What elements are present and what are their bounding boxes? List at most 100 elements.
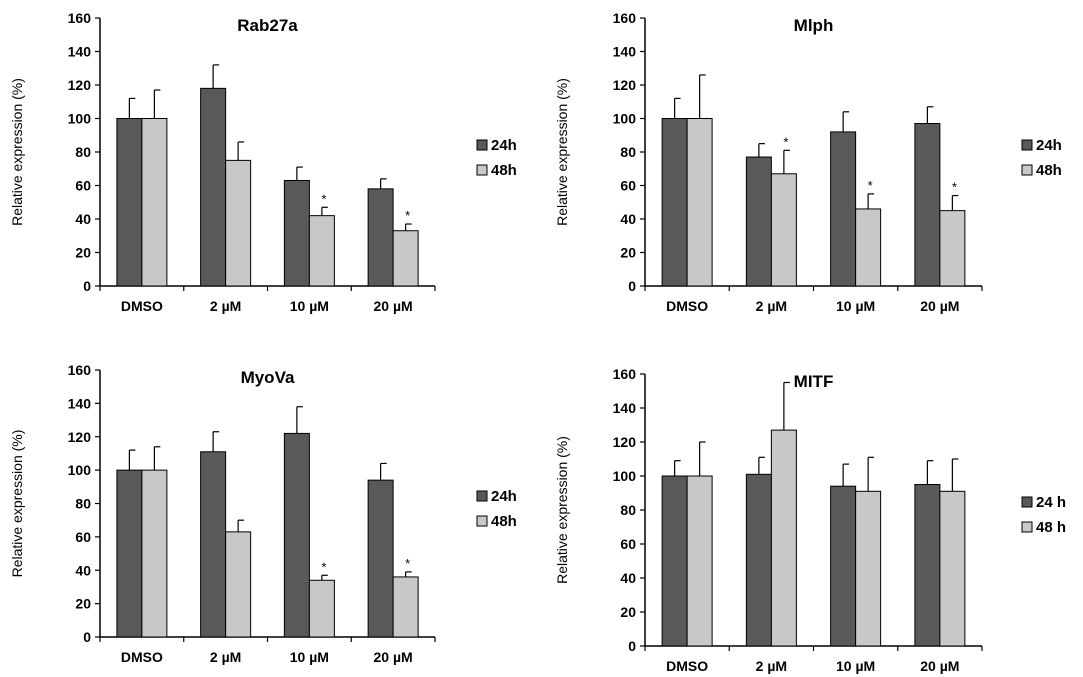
bar-series1 xyxy=(200,451,227,638)
bar-series1 xyxy=(200,87,227,287)
legend-label: 24h xyxy=(491,488,517,505)
y-tick-label: 160 xyxy=(68,362,92,378)
x-category-label: 2 µM xyxy=(756,298,787,314)
bar-series1 xyxy=(661,475,688,647)
x-category-label: 2 µM xyxy=(756,658,787,674)
y-axis-label: Relative expression (%) xyxy=(554,78,570,226)
y-tick-label: 160 xyxy=(68,10,92,26)
y-tick-label: 0 xyxy=(628,278,636,294)
bar-series2 xyxy=(141,469,168,638)
legend-label: 48 h xyxy=(1036,519,1066,536)
legend-swatch xyxy=(476,490,488,502)
x-category-label: 10 µM xyxy=(836,658,875,674)
x-category-label: DMSO xyxy=(121,298,163,314)
legend-swatch xyxy=(1021,496,1033,508)
bar-series1 xyxy=(745,156,772,287)
bar-series1 xyxy=(830,485,857,647)
x-category-label: 20 µM xyxy=(920,298,959,314)
x-category-label: 20 µM xyxy=(374,649,413,665)
legend-label: 48h xyxy=(491,162,517,179)
y-tick-label: 120 xyxy=(68,429,92,445)
significance-star: * xyxy=(321,191,326,206)
bar-series1 xyxy=(745,473,772,647)
significance-star: * xyxy=(405,208,410,223)
y-tick-label: 120 xyxy=(613,434,637,450)
bar-series1 xyxy=(661,118,688,287)
legend-label: 24h xyxy=(491,137,517,154)
bar-series1 xyxy=(914,484,941,647)
y-tick-label: 60 xyxy=(620,536,636,552)
bar-series2 xyxy=(855,208,882,287)
bar-series1 xyxy=(283,432,310,638)
y-tick-label: 120 xyxy=(68,77,92,93)
bar-series2 xyxy=(686,475,713,647)
bar-series1 xyxy=(367,479,394,638)
x-category-label: 2 µM xyxy=(210,649,241,665)
chart-title: Mlph xyxy=(794,16,834,35)
legend-label: 24 h xyxy=(1036,494,1066,511)
bar-series2 xyxy=(225,531,252,638)
y-tick-label: 100 xyxy=(68,462,92,478)
significance-star: * xyxy=(783,134,788,149)
y-tick-label: 0 xyxy=(628,638,636,654)
y-tick-label: 40 xyxy=(620,570,636,586)
bar-series2 xyxy=(939,210,966,287)
y-tick-label: 100 xyxy=(68,111,92,127)
legend-label: 48h xyxy=(1036,162,1062,179)
y-tick-label: 160 xyxy=(613,366,637,382)
legend-swatch xyxy=(1021,139,1033,151)
x-category-label: 2 µM xyxy=(210,298,241,314)
bar-series2 xyxy=(939,490,966,647)
bar-series1 xyxy=(914,123,941,287)
bar-series2 xyxy=(770,173,797,287)
chart-panel-3: 0 20 40 60 80 100 120 140 160 DMSO 2 µM * 10 µM * 20 µ… xyxy=(9,362,517,665)
legend-swatch xyxy=(1021,521,1033,533)
y-tick-label: 40 xyxy=(75,562,91,578)
y-tick-label: 80 xyxy=(620,502,636,518)
bar-series1 xyxy=(116,469,143,638)
x-category-label: 20 µM xyxy=(920,658,959,674)
y-tick-label: 80 xyxy=(75,144,91,160)
chart-panel-4: 0 20 40 60 80 100 120 140 160 DMSO 2 µM 10 µM 20 µM M… xyxy=(554,366,1066,674)
chart-title: MITF xyxy=(794,372,834,391)
x-category-label: 10 µM xyxy=(290,649,329,665)
y-tick-label: 140 xyxy=(68,44,92,60)
legend-swatch xyxy=(476,139,488,151)
bar-series1 xyxy=(116,118,143,287)
x-category-label: DMSO xyxy=(121,649,163,665)
bar-series1 xyxy=(283,179,310,287)
y-tick-label: 100 xyxy=(613,468,637,484)
bar-series2 xyxy=(686,118,713,287)
chart-panel-1: 0 20 40 60 80 100 120 140 160 DMSO 2 µM * 10 µM * 20 µ… xyxy=(9,10,517,314)
y-axis-label: Relative expression (%) xyxy=(554,436,570,584)
y-tick-label: 20 xyxy=(620,604,636,620)
bar-series2 xyxy=(392,230,419,287)
x-category-label: DMSO xyxy=(666,298,708,314)
y-tick-label: 60 xyxy=(620,178,636,194)
legend-swatch xyxy=(476,515,488,527)
significance-star: * xyxy=(405,556,410,571)
legend: 24 h 48 h xyxy=(1021,494,1066,536)
bar-series1 xyxy=(367,188,394,287)
y-tick-label: 40 xyxy=(620,211,636,227)
significance-star: * xyxy=(868,178,873,193)
y-tick-label: 20 xyxy=(75,596,91,612)
y-tick-label: 100 xyxy=(613,111,637,127)
y-tick-label: 160 xyxy=(613,10,637,26)
y-tick-label: 20 xyxy=(75,245,91,261)
y-tick-label: 60 xyxy=(75,178,91,194)
y-tick-label: 20 xyxy=(620,245,636,261)
y-axis-label: Relative expression (%) xyxy=(9,430,25,578)
y-tick-label: 80 xyxy=(620,144,636,160)
bar-series2 xyxy=(770,429,797,647)
y-tick-label: 0 xyxy=(83,629,91,645)
bar-series2 xyxy=(141,118,168,287)
y-tick-label: 80 xyxy=(75,496,91,512)
y-tick-label: 140 xyxy=(613,44,637,60)
legend-label: 48h xyxy=(491,513,517,530)
x-category-label: 20 µM xyxy=(374,298,413,314)
legend-label: 24h xyxy=(1036,137,1062,154)
